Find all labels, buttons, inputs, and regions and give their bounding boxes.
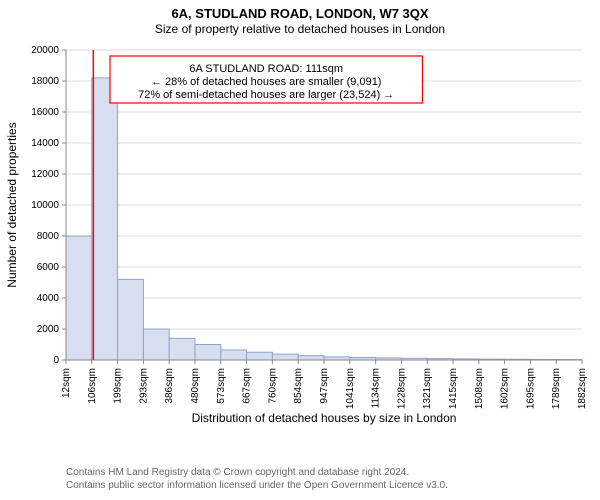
- histogram-bar: [92, 78, 118, 360]
- x-tick-label: 1882sqm: [577, 368, 588, 409]
- chart-area: 0 2000 4000 6000 8000 10000 12000 14000 16000 180…: [0, 42, 600, 440]
- x-tick-label: 760sqm: [267, 368, 278, 404]
- x-tick-label: 386sqm: [164, 368, 175, 404]
- x-tick-label: 854sqm: [293, 368, 304, 404]
- x-tick-label: 947sqm: [319, 368, 330, 404]
- x-tick-label: 1508sqm: [474, 368, 485, 409]
- x-tick-label: 1134sqm: [371, 368, 382, 408]
- y-axis-label: Number of detached properties: [5, 122, 19, 287]
- x-tick-label: 1789sqm: [551, 368, 562, 409]
- histogram-bar: [247, 352, 273, 360]
- histogram-bar: [118, 279, 144, 360]
- y-tick-label: 4000: [37, 293, 60, 304]
- footer-attribution: Contains HM Land Registry data © Crown c…: [66, 467, 448, 492]
- annotation-line: ← 28% of detached houses are smaller (9,…: [151, 76, 382, 88]
- y-tick-label: 10000: [31, 200, 59, 211]
- x-tick-label: 1415sqm: [448, 368, 459, 409]
- footer-line-2: Contains public sector information licen…: [66, 480, 448, 493]
- x-tick-label: 12sqm: [61, 368, 72, 398]
- histogram-bar: [143, 329, 169, 360]
- chart-subtitle: Size of property relative to detached ho…: [0, 22, 600, 36]
- x-axis-label: Distribution of detached houses by size …: [192, 411, 457, 425]
- histogram-bar: [195, 345, 221, 361]
- x-tick-label: 1695sqm: [525, 368, 536, 409]
- y-tick-label: 0: [53, 355, 59, 366]
- y-tick-label: 20000: [31, 45, 59, 56]
- histogram-chart: 0 2000 4000 6000 8000 10000 12000 14000 16000 180…: [0, 42, 600, 440]
- y-tick-label: 8000: [37, 231, 60, 242]
- x-tick-label: 1321sqm: [422, 368, 433, 409]
- histogram-bar: [221, 350, 247, 360]
- x-tick-label: 667sqm: [242, 368, 253, 404]
- y-tick-label: 14000: [31, 138, 59, 149]
- y-tick-label: 12000: [31, 169, 59, 180]
- x-tick-label: 573sqm: [216, 368, 227, 404]
- histogram-bar: [169, 338, 195, 360]
- footer-line-1: Contains HM Land Registry data © Crown c…: [66, 467, 448, 480]
- y-tick-label: 6000: [37, 262, 60, 273]
- x-tick-label: 199sqm: [113, 368, 124, 404]
- histogram-bar: [272, 354, 298, 360]
- y-tick-label: 16000: [31, 107, 59, 118]
- x-tick-label: 293sqm: [138, 368, 149, 404]
- x-tick-label: 1041sqm: [345, 368, 356, 409]
- histogram-bar: [298, 356, 324, 360]
- histogram-bar: [66, 236, 92, 360]
- chart-container: 6A, STUDLAND ROAD, LONDON, W7 3QX Size o…: [0, 0, 600, 500]
- x-tick-label: 106sqm: [87, 368, 98, 404]
- y-tick-label: 2000: [37, 324, 60, 335]
- x-tick-label: 1602sqm: [500, 368, 511, 409]
- x-tick-label: 1228sqm: [396, 368, 407, 409]
- annotation-line: 6A STUDLAND ROAD: 111sqm: [189, 63, 343, 75]
- x-tick-label: 480sqm: [190, 368, 201, 404]
- y-tick-label: 18000: [31, 76, 59, 87]
- chart-title: 6A, STUDLAND ROAD, LONDON, W7 3QX: [0, 0, 600, 22]
- annotation-line: 72% of semi-detached houses are larger (…: [138, 89, 394, 101]
